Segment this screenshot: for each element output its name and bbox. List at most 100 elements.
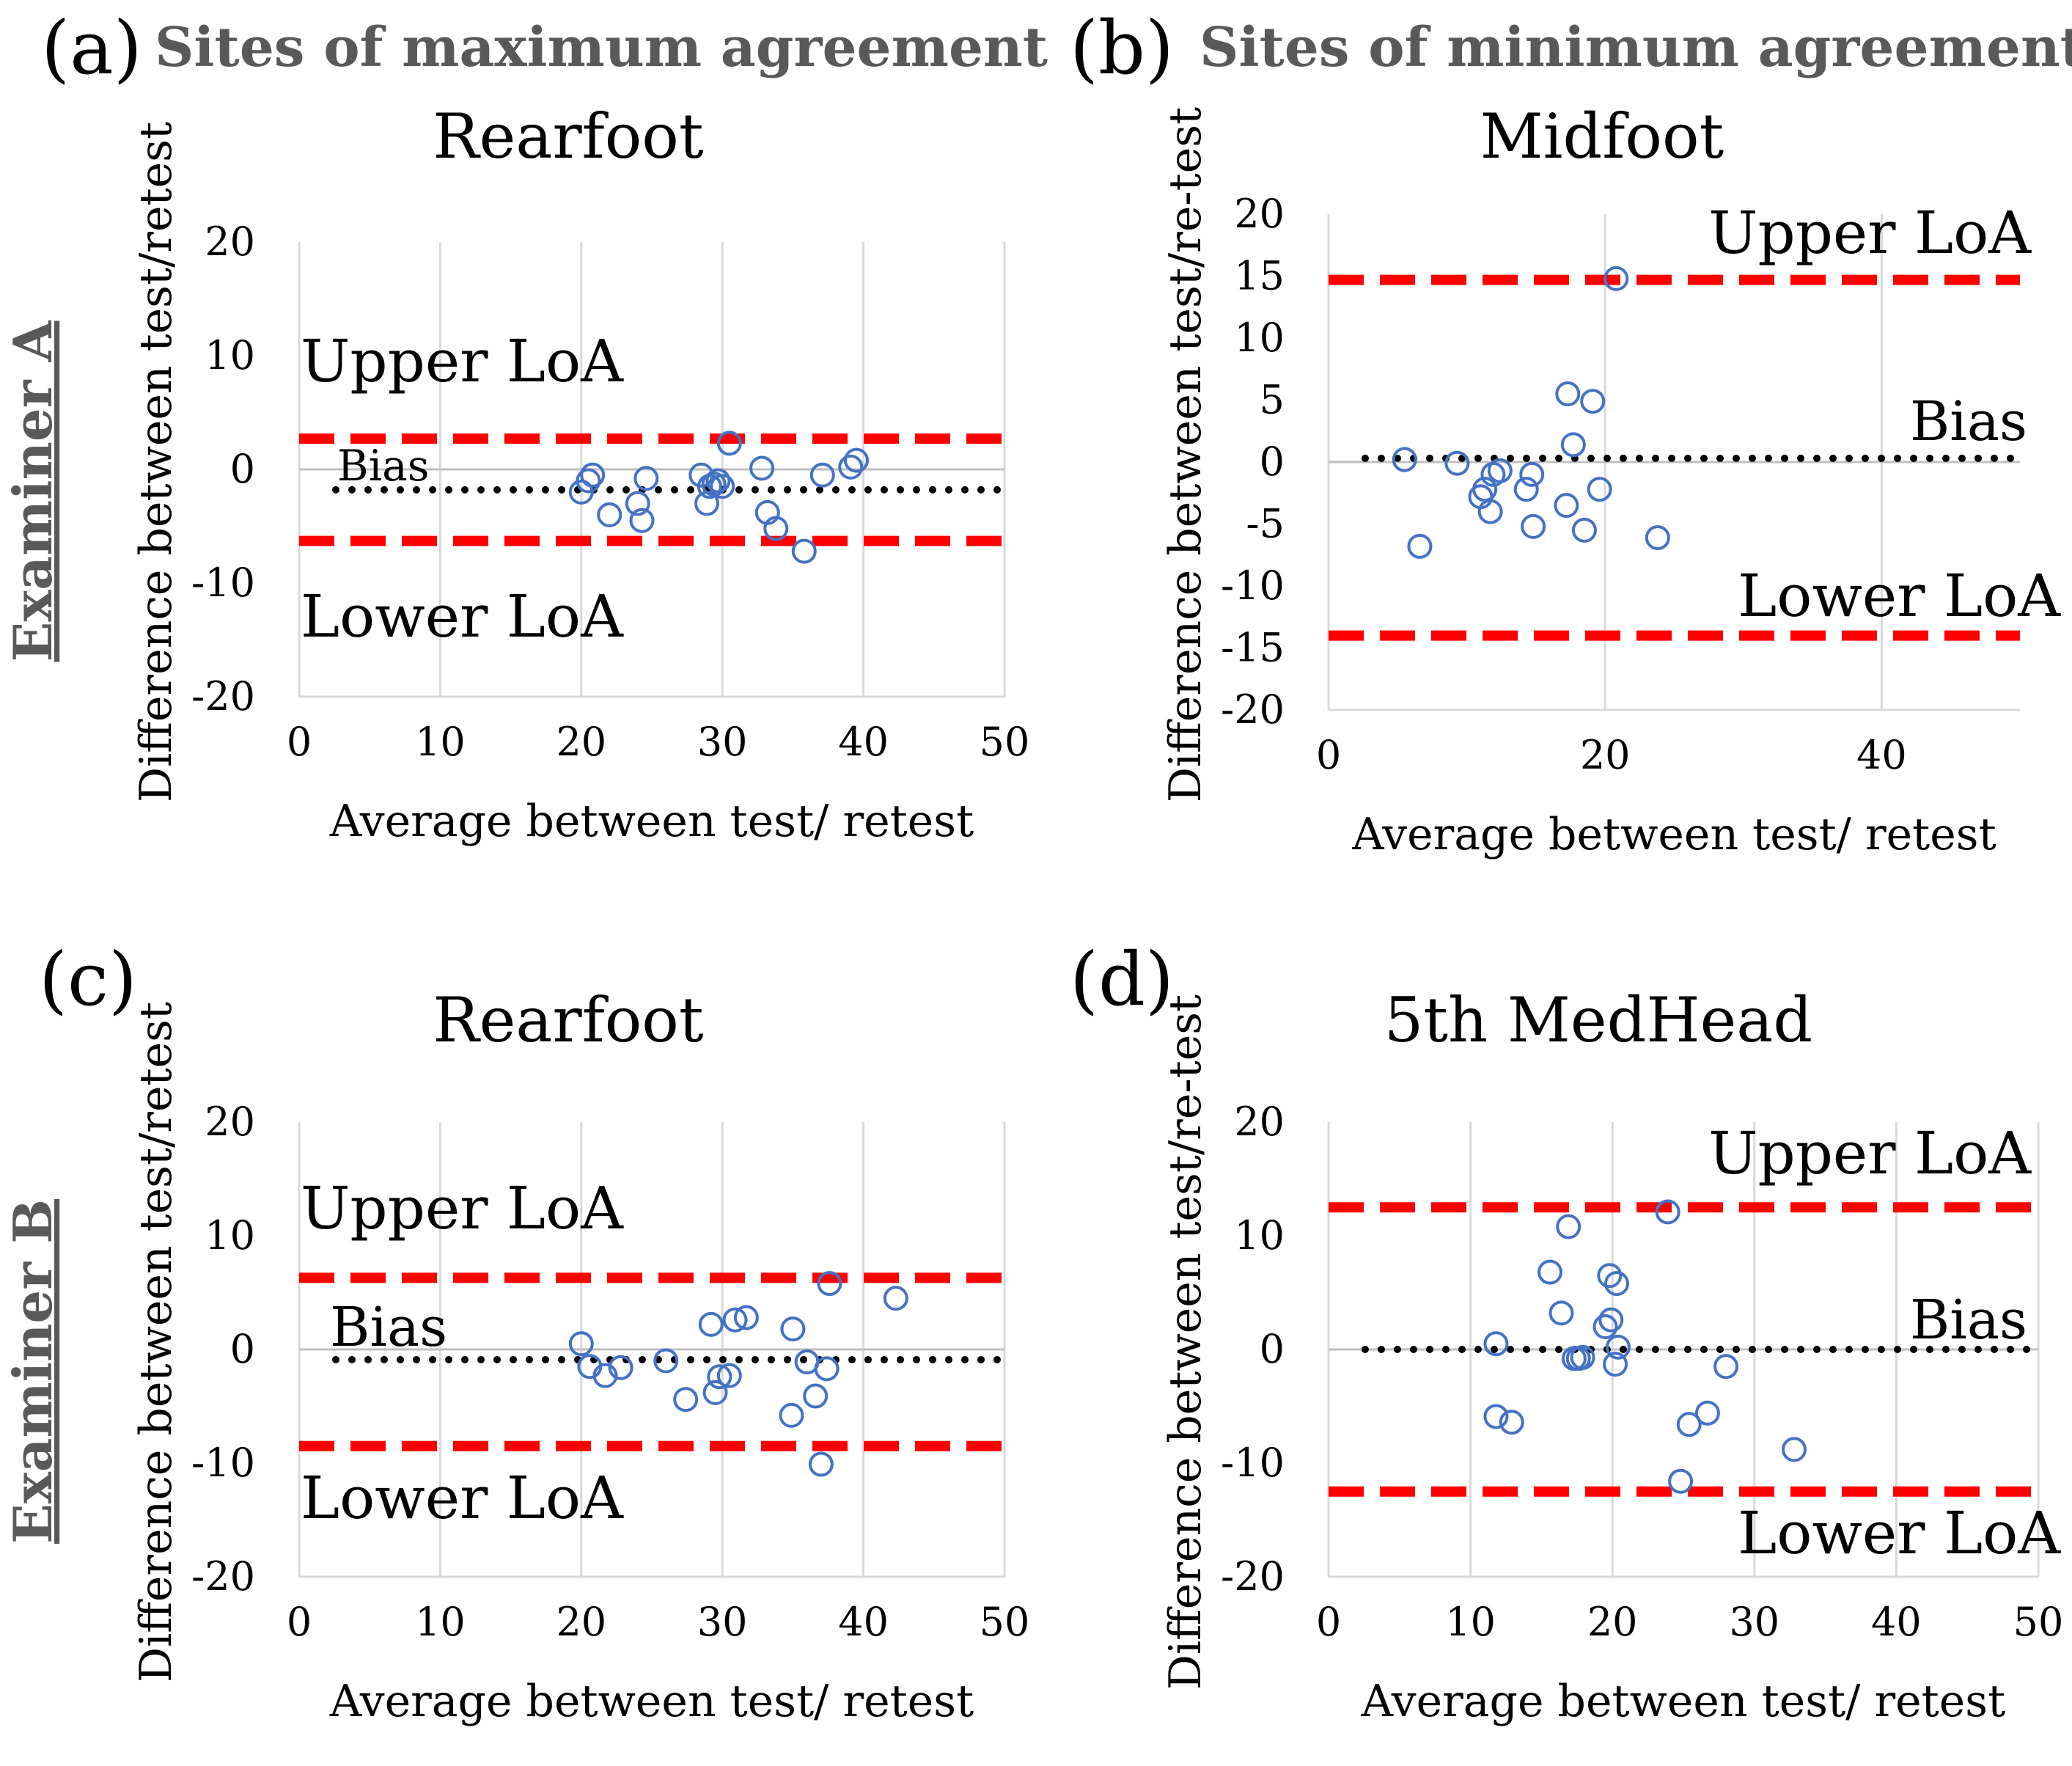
bias-label: Bias [337, 441, 430, 491]
data-point [1483, 1404, 1509, 1429]
chart-title: Rearfoot [433, 100, 703, 172]
y-tick-label: -10 [1221, 1440, 1285, 1486]
x-tick-label: 20 [556, 719, 606, 765]
x-tick-label: 40 [1871, 1599, 1922, 1645]
y-axis-title: Difference between test/re-test [1160, 107, 1211, 802]
data-point [779, 1402, 804, 1428]
bias-label: Bias [330, 1296, 447, 1359]
lower-loa-label: Lower LoA [301, 1464, 624, 1532]
x-tick-label: 0 [1316, 732, 1341, 778]
x-axis-title: Average between test/ retest [329, 1676, 974, 1727]
data-point [1554, 493, 1579, 519]
data-point [1555, 381, 1581, 407]
panel-d: (d) 5th MedHead 0 10 20 30 40 50 -20 -10 0 10 20 Aver… [1070, 937, 2063, 1727]
data-point [707, 1364, 732, 1390]
data-point [1782, 1437, 1807, 1462]
data-point [1571, 517, 1597, 543]
y-tick-label: 5 [1260, 377, 1285, 423]
data-point [1483, 1331, 1509, 1357]
y-tick-label: -20 [1221, 686, 1285, 733]
data-point [814, 1356, 840, 1382]
y-tick-label: -10 [191, 1440, 255, 1486]
data-point [1487, 458, 1513, 483]
data-point [749, 455, 775, 481]
y-tick-label: 0 [1260, 439, 1285, 485]
y-tick-label: -10 [191, 560, 255, 606]
data-point [597, 502, 622, 527]
chart-title: 5th MedHead [1384, 984, 1812, 1056]
y-tick-label: -20 [191, 673, 255, 719]
data-point [1655, 1199, 1680, 1225]
data-point [625, 491, 650, 516]
data-point [1570, 1344, 1595, 1370]
y-tick-label: -20 [191, 1553, 255, 1600]
data-point [710, 474, 735, 499]
x-axis-title: Average between test/ retest [329, 796, 974, 847]
data-point [1603, 1352, 1628, 1377]
x-tick-label: 0 [287, 1599, 312, 1645]
header-max-agreement: Sites of maximum agreement [155, 16, 1048, 79]
y-tick-label: -10 [1221, 563, 1285, 609]
x-tick-label: 30 [1729, 1599, 1779, 1645]
lower-loa-label: Lower LoA [301, 582, 624, 651]
data-point [1597, 1263, 1623, 1289]
y-tick-label: 0 [230, 446, 255, 492]
data-point [883, 1286, 908, 1311]
x-tick-label: 10 [415, 719, 466, 765]
data-point [1407, 533, 1433, 559]
y-tick-label: -20 [1221, 1553, 1285, 1600]
data-point [653, 1348, 679, 1374]
data-point [1605, 1334, 1631, 1360]
x-tick-label: 50 [980, 719, 1030, 765]
panel-tag: (d) [1070, 937, 1174, 1022]
data-point [1592, 1314, 1618, 1339]
panel-tag: (b) [1070, 5, 1174, 91]
panel-b: (b) Midfoot 0 20 40 -20 -15 -10 -5 0 5 10 15 20 Averag… [1070, 5, 2061, 860]
y-tick-label: 20 [205, 219, 255, 265]
data-point [838, 454, 864, 480]
y-axis-title: Difference between test/retest [131, 1002, 182, 1682]
data-point [722, 1307, 748, 1333]
data-point [698, 1311, 724, 1337]
data-point [1587, 477, 1612, 502]
data-point [1549, 1300, 1574, 1326]
x-tick-label: 50 [2013, 1599, 2064, 1645]
y-tick-label: 20 [1234, 1099, 1285, 1145]
x-tick-label: 20 [1580, 732, 1631, 778]
data-point [1392, 447, 1417, 472]
row-label-examiner-a: Examiner A [1, 320, 64, 662]
y-tick-label: 10 [205, 1212, 255, 1258]
x-tick-label: 40 [838, 1599, 889, 1645]
x-tick-label: 50 [980, 1599, 1030, 1645]
y-tick-label: -15 [1221, 625, 1285, 671]
panel-c: (c) Rearfoot 0 10 20 30 40 50 -20 -10 0 10 20 Average… [39, 937, 1029, 1727]
upper-loa-label: Upper LoA [301, 1174, 624, 1242]
upper-loa-label: Upper LoA [301, 327, 624, 395]
x-tick-label: 20 [556, 1599, 606, 1645]
data-point [576, 468, 601, 494]
data-point [633, 466, 659, 491]
data-point [1513, 477, 1539, 502]
data-point [1560, 432, 1586, 458]
data-point [705, 468, 731, 494]
data-point [1499, 1410, 1524, 1435]
data-point [1598, 1307, 1624, 1333]
y-tick-label: 10 [1234, 1212, 1285, 1258]
data-point [1645, 525, 1670, 551]
y-tick-label: 15 [1234, 253, 1285, 299]
data-point [763, 516, 789, 541]
x-tick-label: 30 [697, 719, 748, 765]
data-point [716, 430, 742, 456]
data-point [803, 1383, 829, 1409]
x-tick-label: 10 [415, 1599, 466, 1645]
x-tick-label: 20 [1587, 1599, 1638, 1645]
x-tick-label: 40 [1856, 732, 1907, 778]
data-point [780, 1316, 806, 1342]
data-point [843, 447, 869, 473]
data-point [1556, 1214, 1581, 1239]
y-tick-label: 10 [1234, 315, 1285, 361]
lower-loa-label: Lower LoA [1738, 562, 2061, 630]
y-tick-label: 20 [1234, 191, 1285, 237]
